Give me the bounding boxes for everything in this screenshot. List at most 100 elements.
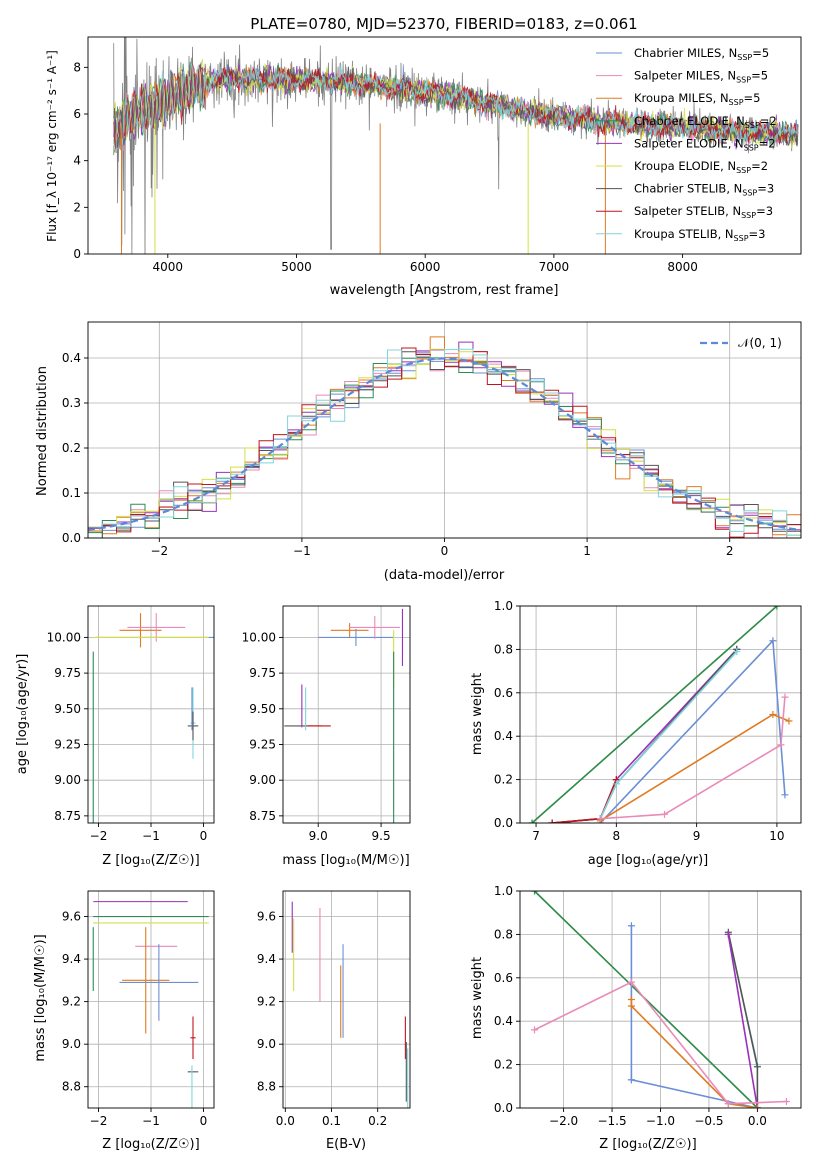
weight-marker-salpeter_miles (781, 693, 789, 701)
x-tick-label: −2.0 (549, 1114, 578, 1128)
y-tick-label: 0.4 (62, 351, 81, 365)
y-tick-label: 0.0 (494, 816, 513, 830)
legend-label: Chabrier MILES, NSSP=5 (634, 46, 769, 62)
weight-marker-chabrier_miles (627, 922, 635, 930)
weight-marker-chabrier_stelib (753, 1063, 761, 1071)
plot-frame (87, 321, 802, 539)
weight-line-kroupa_miles (599, 713, 790, 822)
weight-marker-chabrier_elodie (528, 819, 536, 823)
mass-vs-z-ylabel: mass [log₁₀(M/M☉)] (33, 934, 48, 1061)
y-tick-label: 1.0 (494, 884, 513, 898)
y-tick-label: 6 (73, 107, 81, 121)
legend-label: 𝒩(0, 1) (738, 336, 782, 350)
weight-marker-chabrier_miles (769, 637, 777, 645)
y-tick-label: 0.6 (494, 686, 513, 700)
legend-label: Salpeter STELIB, NSSP=3 (634, 204, 773, 220)
spectrum-panel: 4000 5000 6000 7000 8000 0 2 4 6 8 Chabrier MILES,… (73, 36, 802, 274)
x-tick-label: 0.0 (748, 1114, 767, 1128)
weight-marker-chabrier_miles (781, 791, 789, 799)
y-tick-label: 8.75 (249, 809, 276, 823)
y-tick-label: 9.2 (62, 995, 81, 1009)
x-tick-label: 0 (441, 544, 449, 558)
x-tick-label: 0 (200, 1114, 208, 1128)
y-tick-label: 1.0 (494, 599, 513, 613)
y-tick-label: 9.00 (249, 773, 276, 787)
weight-line-kroupa_stelib (599, 651, 738, 820)
weight-marker-kroupa_miles (785, 717, 793, 725)
legend-label: Chabrier STELIB, NSSP=3 (634, 182, 774, 198)
weight-line-kroupa_miles (630, 999, 758, 1108)
y-tick-label: 9.50 (54, 702, 81, 716)
x-tick-label: −1.5 (597, 1114, 626, 1128)
y-tick-label: 0.4 (494, 1014, 513, 1028)
x-tick-label: 0 (200, 829, 208, 843)
age-vs-z-xlabel: Z [log₁₀(Z/Z☉)] (102, 853, 199, 868)
x-tick-label: 6000 (410, 260, 441, 274)
weight-marker-salpeter_miles (777, 741, 785, 749)
weight-marker-salpeter_miles (782, 1097, 790, 1105)
weight-marker-salpeter_miles (627, 978, 635, 986)
y-tick-label: 8 (73, 60, 81, 74)
residual-histogram-kroupa_stelib (88, 348, 801, 538)
age-vs-mass-panel: 9.0 9.5 8.75 9.00 9.25 9.50 9.75 10.00 (242, 605, 411, 843)
y-tick-label: 0.6 (494, 971, 513, 985)
weight-vs-age-panel: 7 8 9 10 0.0 0.2 0.4 0.6 0.8 1.0 (494, 599, 802, 843)
plot-area (528, 606, 793, 823)
weight-marker-kroupa_stelib (612, 780, 620, 788)
y-tick-label: 0.8 (494, 642, 513, 656)
x-tick-label: 8 (613, 829, 621, 843)
mass-vs-z-panel: −2 −1 0 8.8 9.0 9.2 9.4 9.6 (62, 890, 215, 1128)
weight-marker-salpeter_stelib (548, 819, 556, 823)
weight-vs-age-ylabel: mass weight (470, 673, 485, 755)
mass-vs-ebv-panel: 0.0 0.1 0.2 8.8 9.0 9.2 9.4 9.6 (257, 890, 411, 1128)
weight-line-salpeter_elodie (727, 934, 759, 1108)
weight-marker-chabrier_elodie (773, 606, 781, 610)
x-tick-label: −0.5 (694, 1114, 723, 1128)
weight-marker-kroupa_stelib (733, 648, 741, 656)
y-tick-label: 9.6 (62, 910, 81, 924)
y-tick-label: 0.0 (62, 531, 81, 545)
x-tick-label: 0.1 (322, 1114, 341, 1128)
y-tick-label: 9.0 (257, 1037, 276, 1051)
y-tick-label: 9.25 (54, 737, 81, 751)
x-tick-label: 9.5 (372, 829, 391, 843)
y-tick-label: 0.4 (494, 729, 513, 743)
y-tick-label: 2 (73, 200, 81, 214)
weight-line-salpeter_miles (534, 981, 787, 1105)
plot-area (113, 37, 799, 254)
legend-label: Kroupa ELODIE, NSSP=2 (634, 159, 768, 175)
model-spectrum-salpeter_elodie (113, 64, 799, 150)
plot-frame (282, 890, 411, 1109)
y-tick-label: 0.1 (62, 486, 81, 500)
plot-frame (87, 36, 802, 255)
weight-marker-salpeter_miles (661, 810, 669, 818)
legend-label: Chabrier ELODIE, NSSP=2 (634, 114, 777, 130)
x-tick-label: −2 (150, 544, 168, 558)
plot-area (92, 901, 209, 1108)
legend-label: Kroupa STELIB, NSSP=3 (634, 227, 765, 243)
x-tick-label: 2 (726, 544, 734, 558)
legend-label: Salpeter ELODIE, NSSP=2 (634, 136, 776, 152)
x-tick-label: 8000 (667, 260, 698, 274)
x-tick-label: 7000 (539, 260, 570, 274)
x-tick-label: −1 (142, 829, 160, 843)
legend-label: Salpeter MILES, NSSP=5 (634, 69, 768, 85)
y-tick-label: 9.75 (249, 666, 276, 680)
age-vs-z-panel: −2 −1 0 8.75 9.00 9.25 9.50 9.75 10.00 (47, 605, 215, 843)
weight-marker-salpeter_elodie (724, 930, 732, 938)
x-tick-label: 0.2 (368, 1114, 387, 1128)
age-vs-mass-xlabel: mass [log₁₀(M/M☉)] (282, 853, 409, 868)
plot-frame (282, 605, 411, 824)
mass-vs-z-xlabel: Z [log₁₀(Z/Z☉)] (102, 1137, 199, 1152)
x-tick-label: 9 (693, 829, 701, 843)
weight-vs-age-xlabel: age [log₁₀(age/yr)] (588, 853, 709, 868)
y-tick-label: 8.8 (257, 1080, 276, 1094)
x-tick-label: 1 (583, 544, 591, 558)
x-tick-label: −2 (90, 829, 108, 843)
y-tick-label: 8.8 (62, 1080, 81, 1094)
x-tick-label: 7 (532, 829, 540, 843)
x-tick-label: 9.0 (309, 829, 328, 843)
plot-area (88, 336, 801, 538)
y-tick-label: 9.6 (257, 910, 276, 924)
